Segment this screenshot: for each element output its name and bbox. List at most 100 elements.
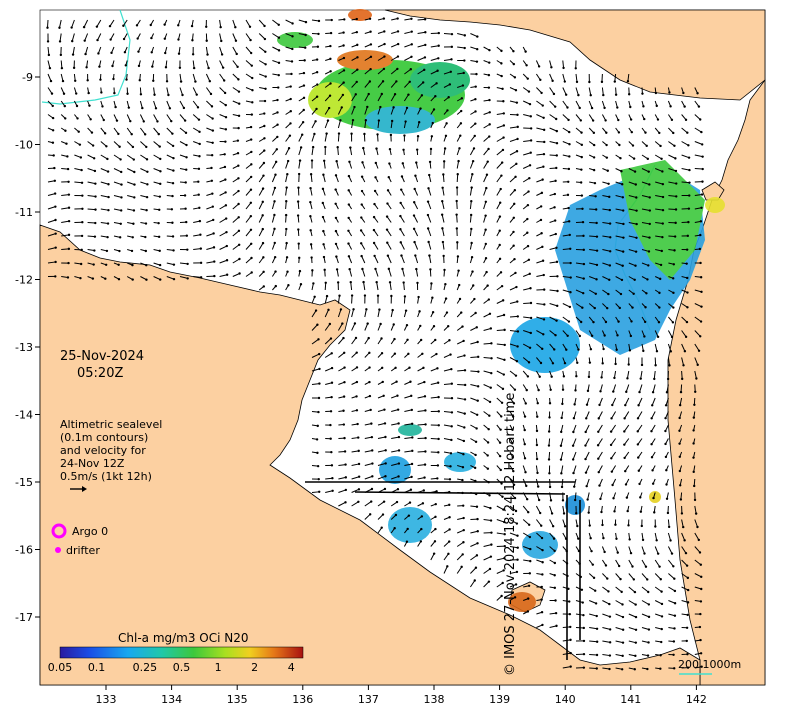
velocity-arrowhead bbox=[642, 105, 645, 108]
chl-patch bbox=[379, 456, 411, 484]
velocity-arrow bbox=[74, 181, 83, 184]
velocity-arrowhead bbox=[316, 424, 319, 428]
velocity-arrowhead bbox=[435, 490, 438, 493]
velocity-arrowhead bbox=[124, 64, 128, 67]
velocity-arrow bbox=[640, 370, 643, 379]
velocity-arrowhead bbox=[697, 105, 701, 108]
velocity-arrowhead bbox=[584, 457, 587, 461]
velocity-arrow bbox=[351, 106, 355, 115]
velocity-arrowhead bbox=[673, 589, 677, 593]
velocity-arrowhead bbox=[357, 462, 361, 466]
velocity-arrowhead bbox=[633, 668, 636, 671]
velocity-arrowhead bbox=[196, 106, 200, 109]
velocity-arrowhead bbox=[419, 107, 422, 110]
velocity-arrow bbox=[232, 230, 240, 237]
velocity-arrowhead bbox=[224, 217, 228, 220]
velocity-arrow bbox=[310, 174, 313, 183]
velocity-arrowhead bbox=[653, 511, 656, 514]
velocity-arrowhead bbox=[434, 338, 437, 342]
velocity-arrowhead bbox=[584, 430, 587, 434]
velocity-arrow bbox=[509, 163, 517, 169]
velocity-arrowhead bbox=[560, 485, 564, 489]
velocity-arrowhead bbox=[250, 256, 253, 260]
velocity-arrow bbox=[496, 569, 504, 574]
velocity-arrowhead bbox=[304, 20, 308, 24]
velocity-arrow bbox=[351, 81, 358, 88]
velocity-arrowhead bbox=[569, 261, 572, 265]
velocity-arrowhead bbox=[435, 82, 438, 85]
velocity-arrowhead bbox=[347, 189, 350, 192]
chl-patch bbox=[522, 531, 558, 559]
velocity-arrowhead bbox=[606, 306, 609, 310]
velocity-arrowhead bbox=[488, 61, 491, 64]
velocity-arrow bbox=[285, 187, 288, 196]
velocity-arrow bbox=[427, 214, 432, 223]
velocity-arrowhead bbox=[67, 206, 71, 209]
velocity-arrow bbox=[84, 33, 89, 41]
velocity-arrow bbox=[311, 147, 314, 156]
velocity-arrowhead bbox=[171, 132, 174, 135]
velocity-arrowhead bbox=[527, 190, 530, 193]
velocity-arrowhead bbox=[528, 535, 532, 539]
velocity-arrowhead bbox=[347, 174, 351, 178]
velocity-arrowhead bbox=[608, 628, 612, 631]
velocity-arrow bbox=[258, 19, 265, 27]
velocity-arrowhead bbox=[634, 183, 638, 186]
velocity-arrowhead bbox=[587, 375, 591, 379]
velocity-arrowhead bbox=[595, 614, 598, 618]
velocity-arrow bbox=[668, 181, 677, 185]
velocity-arrow bbox=[602, 235, 611, 238]
velocity-arrowhead bbox=[486, 454, 489, 457]
velocity-arrowhead bbox=[364, 119, 368, 122]
velocity-arrowhead bbox=[463, 426, 466, 429]
velocity-arrowhead bbox=[372, 228, 376, 232]
velocity-arrowhead bbox=[263, 99, 267, 103]
velocity-arrow bbox=[589, 600, 597, 604]
velocity-arrowhead bbox=[67, 261, 70, 265]
velocity-arrow bbox=[588, 289, 597, 295]
velocity-arrow bbox=[298, 160, 301, 169]
velocity-arrowhead bbox=[237, 202, 240, 206]
velocity-arrowhead bbox=[633, 170, 637, 173]
x-tick-label: 133 bbox=[96, 693, 117, 706]
velocity-arrowhead bbox=[658, 291, 661, 295]
velocity-arrowhead bbox=[291, 47, 294, 51]
velocity-arrowhead bbox=[678, 442, 681, 445]
velocity-arrowhead bbox=[673, 249, 676, 252]
velocity-arrowhead bbox=[182, 106, 186, 110]
velocity-arrowhead bbox=[695, 377, 698, 380]
velocity-arrowhead bbox=[412, 227, 416, 231]
velocity-arrowhead bbox=[701, 155, 704, 158]
velocity-arrowhead bbox=[463, 383, 467, 387]
velocity-arrowhead bbox=[523, 415, 527, 418]
velocity-arrow bbox=[470, 542, 478, 547]
velocity-arrowhead bbox=[488, 111, 491, 114]
velocity-arrowhead bbox=[414, 254, 417, 257]
velocity-arrowhead bbox=[664, 442, 667, 446]
velocity-arrowhead bbox=[418, 310, 421, 313]
velocity-arrowhead bbox=[81, 207, 84, 210]
velocity-arrowhead bbox=[372, 215, 376, 219]
velocity-arrow bbox=[536, 343, 543, 350]
velocity-arrowhead bbox=[682, 525, 685, 529]
velocity-arrowhead bbox=[665, 483, 668, 486]
velocity-arrowhead bbox=[585, 484, 588, 488]
velocity-arrowhead bbox=[626, 377, 629, 380]
velocity-arrowhead bbox=[343, 381, 346, 384]
velocity-arrowhead bbox=[581, 207, 584, 210]
velocity-arrowhead bbox=[627, 524, 630, 527]
velocity-arrowhead bbox=[277, 49, 281, 52]
velocity-arrow bbox=[192, 60, 195, 69]
velocity-arrowhead bbox=[315, 71, 319, 74]
velocity-arrowhead bbox=[354, 93, 357, 96]
velocity-arrow bbox=[536, 303, 545, 305]
velocity-arrow bbox=[364, 449, 373, 453]
velocity-arrowhead bbox=[386, 189, 390, 192]
velocity-arrowhead bbox=[421, 502, 425, 505]
velocity-arrowhead bbox=[535, 443, 539, 447]
velocity-arrow bbox=[457, 33, 465, 36]
velocity-arrow bbox=[232, 46, 238, 55]
velocity-arrowhead bbox=[114, 105, 117, 109]
velocity-arrowhead bbox=[412, 214, 416, 217]
velocity-arrowhead bbox=[264, 50, 267, 53]
